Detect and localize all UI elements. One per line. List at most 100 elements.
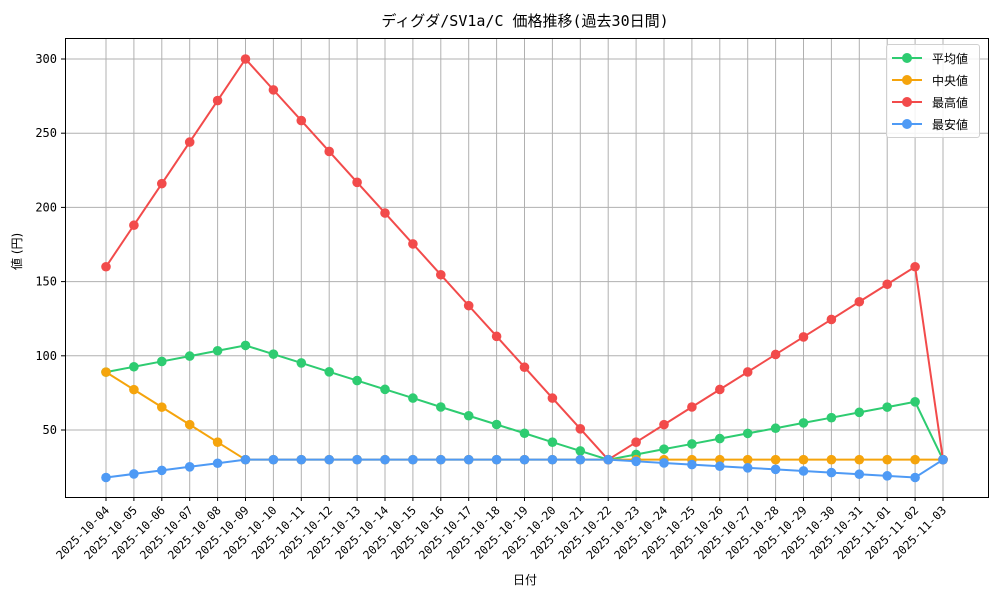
- data-point: [770, 464, 781, 475]
- data-point: [882, 454, 892, 465]
- data-point: [687, 402, 697, 412]
- data-point: [854, 469, 865, 480]
- y-tick-label: 100: [35, 349, 57, 363]
- data-point: [715, 384, 725, 395]
- data-point: [324, 454, 335, 465]
- data-point: [408, 393, 418, 403]
- data-point: [547, 393, 558, 403]
- data-point: [463, 410, 474, 421]
- data-point: [296, 454, 307, 465]
- data-point: [798, 332, 809, 342]
- data-point: [184, 137, 195, 147]
- legend-item-median: 中央値: [887, 69, 979, 91]
- data-point: [408, 239, 418, 249]
- legend-marker-icon: [892, 119, 922, 129]
- data-point: [101, 472, 111, 483]
- data-point: [575, 424, 586, 434]
- data-point: [352, 375, 362, 386]
- legend-item-max: 最高値: [887, 91, 979, 113]
- data-point: [910, 472, 920, 483]
- data-point: [715, 461, 725, 472]
- data-point: [380, 454, 390, 465]
- data-series: [101, 54, 948, 483]
- data-point: [352, 454, 362, 465]
- data-point: [184, 462, 195, 472]
- data-point: [854, 296, 865, 307]
- data-point: [296, 358, 307, 368]
- legend-label: 中央値: [932, 73, 969, 88]
- legend-label: 最高値: [932, 95, 969, 110]
- data-point: [854, 454, 865, 465]
- legend-marker-icon: [892, 53, 922, 63]
- data-point: [184, 351, 195, 361]
- legend-label: 平均値: [932, 51, 969, 66]
- data-point: [687, 439, 697, 449]
- y-tick-label: 200: [35, 200, 57, 214]
- data-point: [659, 419, 669, 430]
- data-point: [519, 454, 530, 465]
- data-point: [798, 466, 809, 476]
- data-point: [742, 428, 753, 439]
- data-point: [463, 454, 474, 465]
- data-point: [296, 115, 307, 126]
- data-point: [742, 367, 753, 377]
- data-point: [742, 463, 753, 473]
- x-axis-label: 日付: [513, 573, 538, 587]
- data-point: [798, 454, 809, 465]
- data-point: [882, 279, 892, 290]
- data-point: [212, 345, 223, 356]
- data-point: [268, 454, 279, 465]
- data-point: [491, 454, 502, 465]
- data-point: [157, 465, 167, 476]
- data-point: [575, 446, 586, 456]
- data-point: [631, 437, 641, 447]
- data-point: [798, 418, 809, 428]
- data-point: [659, 444, 669, 454]
- data-point: [240, 454, 251, 465]
- y-axis: 50 100 150 200 250 300: [35, 52, 65, 437]
- data-point: [910, 454, 920, 465]
- data-point: [408, 454, 418, 465]
- data-point: [938, 454, 948, 465]
- data-point: [380, 384, 390, 395]
- data-point: [101, 367, 111, 377]
- data-point: [826, 314, 837, 325]
- data-point: [157, 356, 167, 367]
- data-point: [436, 402, 446, 412]
- data-point: [910, 261, 920, 272]
- y-tick-label: 150: [35, 275, 57, 289]
- legend-marker-icon: [892, 97, 922, 107]
- data-point: [603, 454, 613, 465]
- data-point: [212, 458, 223, 469]
- data-point: [519, 428, 530, 439]
- legend-item-average: 平均値: [887, 47, 979, 69]
- data-point: [631, 456, 641, 467]
- data-point: [770, 423, 781, 434]
- y-tick-label: 250: [35, 126, 57, 140]
- legend-item-min: 最安値: [887, 113, 979, 135]
- data-point: [129, 220, 139, 231]
- data-point: [436, 269, 446, 280]
- data-point: [770, 349, 781, 360]
- data-point: [547, 437, 558, 447]
- legend: 平均値 中央値 最高値 最安値: [886, 44, 980, 138]
- data-point: [380, 208, 390, 218]
- data-point: [240, 340, 251, 351]
- chart-title: ディグダ/SV1a/C 価格推移(過去30日間): [381, 12, 669, 30]
- data-point: [129, 361, 139, 372]
- data-point: [910, 397, 920, 407]
- data-point: [882, 402, 892, 412]
- data-point: [826, 454, 837, 465]
- data-point: [324, 146, 335, 157]
- data-point: [101, 261, 111, 272]
- data-point: [129, 384, 139, 395]
- data-point: [519, 362, 530, 373]
- y-tick-label: 300: [35, 52, 57, 66]
- data-point: [659, 458, 669, 468]
- data-point: [157, 402, 167, 412]
- legend-label: 最安値: [932, 117, 969, 132]
- plot-frame: [65, 38, 989, 498]
- data-point: [715, 433, 725, 444]
- data-point: [129, 469, 139, 479]
